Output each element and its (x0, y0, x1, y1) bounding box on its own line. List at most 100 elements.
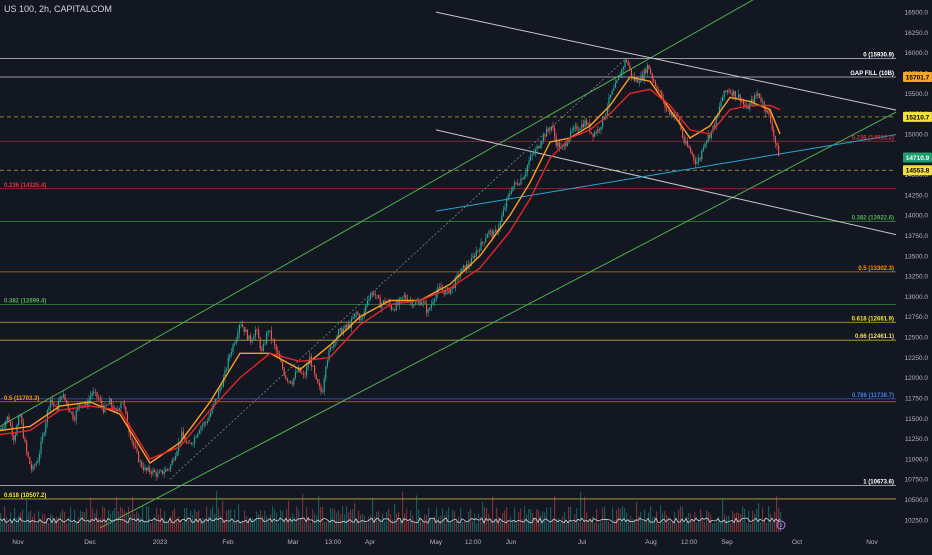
candle-body (365, 304, 367, 312)
volume-bar (726, 516, 728, 532)
candle-body (107, 404, 109, 406)
volume-bar (6, 517, 8, 532)
volume-bar (770, 513, 772, 532)
candle-body (512, 186, 514, 192)
candle-body (26, 441, 28, 453)
candle-body (667, 110, 669, 111)
candle-body (536, 146, 538, 150)
candle-body (576, 125, 578, 131)
volume-bar (226, 510, 228, 532)
candle-body (622, 66, 624, 69)
candle-body (133, 441, 135, 447)
candle-body (226, 369, 228, 371)
candle-body (102, 406, 104, 413)
x-axis-tick: 2023 (153, 539, 168, 546)
candle-body (264, 343, 266, 345)
candle-body (477, 250, 479, 252)
volume-bar (166, 522, 168, 532)
volume-bar (76, 521, 78, 532)
volume-bar (42, 514, 44, 532)
volume-bar (580, 492, 582, 532)
candle-body (227, 357, 229, 370)
candle-body (445, 290, 447, 295)
volume-bar (416, 495, 418, 532)
y-axis-tick: 13250.0 (905, 274, 929, 281)
candle-body (202, 424, 204, 427)
y-axis-tick: 16000.0 (905, 50, 929, 57)
candle-body (357, 312, 359, 315)
candle-body (166, 469, 168, 470)
x-axis-tick: Feb (222, 539, 234, 546)
volume-bar (772, 522, 774, 532)
candle-body (45, 422, 47, 433)
volume-bar (370, 514, 372, 532)
candle-body (77, 406, 79, 411)
volume-bar (376, 512, 378, 532)
candle-body (334, 341, 336, 343)
candle-body (82, 405, 84, 406)
volume-bar (262, 516, 264, 532)
volume-bar (138, 513, 140, 532)
candle-body (62, 394, 64, 398)
candle-body (597, 129, 599, 133)
volume-bar (456, 521, 458, 532)
candle-body (330, 347, 332, 351)
volume-bar (104, 507, 106, 532)
volume-bar (176, 518, 178, 532)
candle-body (282, 362, 284, 369)
volume-bar (190, 510, 192, 532)
volume-bar (638, 516, 640, 532)
volume-bar (278, 523, 280, 532)
candle-body (2, 427, 4, 429)
volume-bar (696, 522, 698, 532)
volume-bar (504, 510, 506, 532)
volume-bar (684, 523, 686, 532)
volume-bar (570, 506, 572, 532)
volume-bar (36, 523, 38, 532)
candle-body (163, 472, 165, 474)
candle-body (27, 452, 29, 458)
candle-body (557, 142, 559, 146)
volume-bar (410, 510, 412, 532)
volume-bar (204, 518, 206, 532)
volume-bar (72, 522, 74, 532)
candle-body (192, 443, 194, 444)
volume-bar (778, 508, 780, 532)
volume-bar (334, 509, 336, 532)
candle-body (742, 101, 744, 105)
volume-bar (146, 506, 148, 532)
candle-body (400, 297, 402, 300)
candle-body (93, 391, 95, 394)
volume-bar (766, 522, 768, 532)
candle-body (758, 93, 760, 98)
volume-bar (88, 519, 90, 532)
volume-bar (368, 516, 370, 532)
volume-bar (326, 521, 328, 532)
candle-body (774, 136, 776, 144)
volume-bar (432, 518, 434, 532)
volume-bar (650, 506, 652, 532)
volume-bar (448, 507, 450, 532)
candle-body (350, 318, 352, 328)
candle-body (301, 372, 303, 374)
candle-body (35, 462, 37, 466)
volume-bar (702, 519, 704, 532)
volume-bar (434, 516, 436, 532)
volume-bar (372, 497, 374, 532)
candle-body (565, 143, 567, 147)
candle-body (122, 402, 124, 403)
candle-body (234, 343, 236, 345)
volume-bar (10, 512, 12, 532)
candle-body (342, 328, 344, 334)
volume-bar (584, 496, 586, 532)
candle-body (376, 295, 378, 296)
candle-body (261, 348, 263, 351)
candle-body (331, 347, 333, 348)
candle-body (326, 360, 328, 367)
candle-body (366, 300, 368, 305)
candle-body (566, 142, 568, 147)
volume-bar (714, 522, 716, 532)
candle-body (211, 407, 213, 414)
